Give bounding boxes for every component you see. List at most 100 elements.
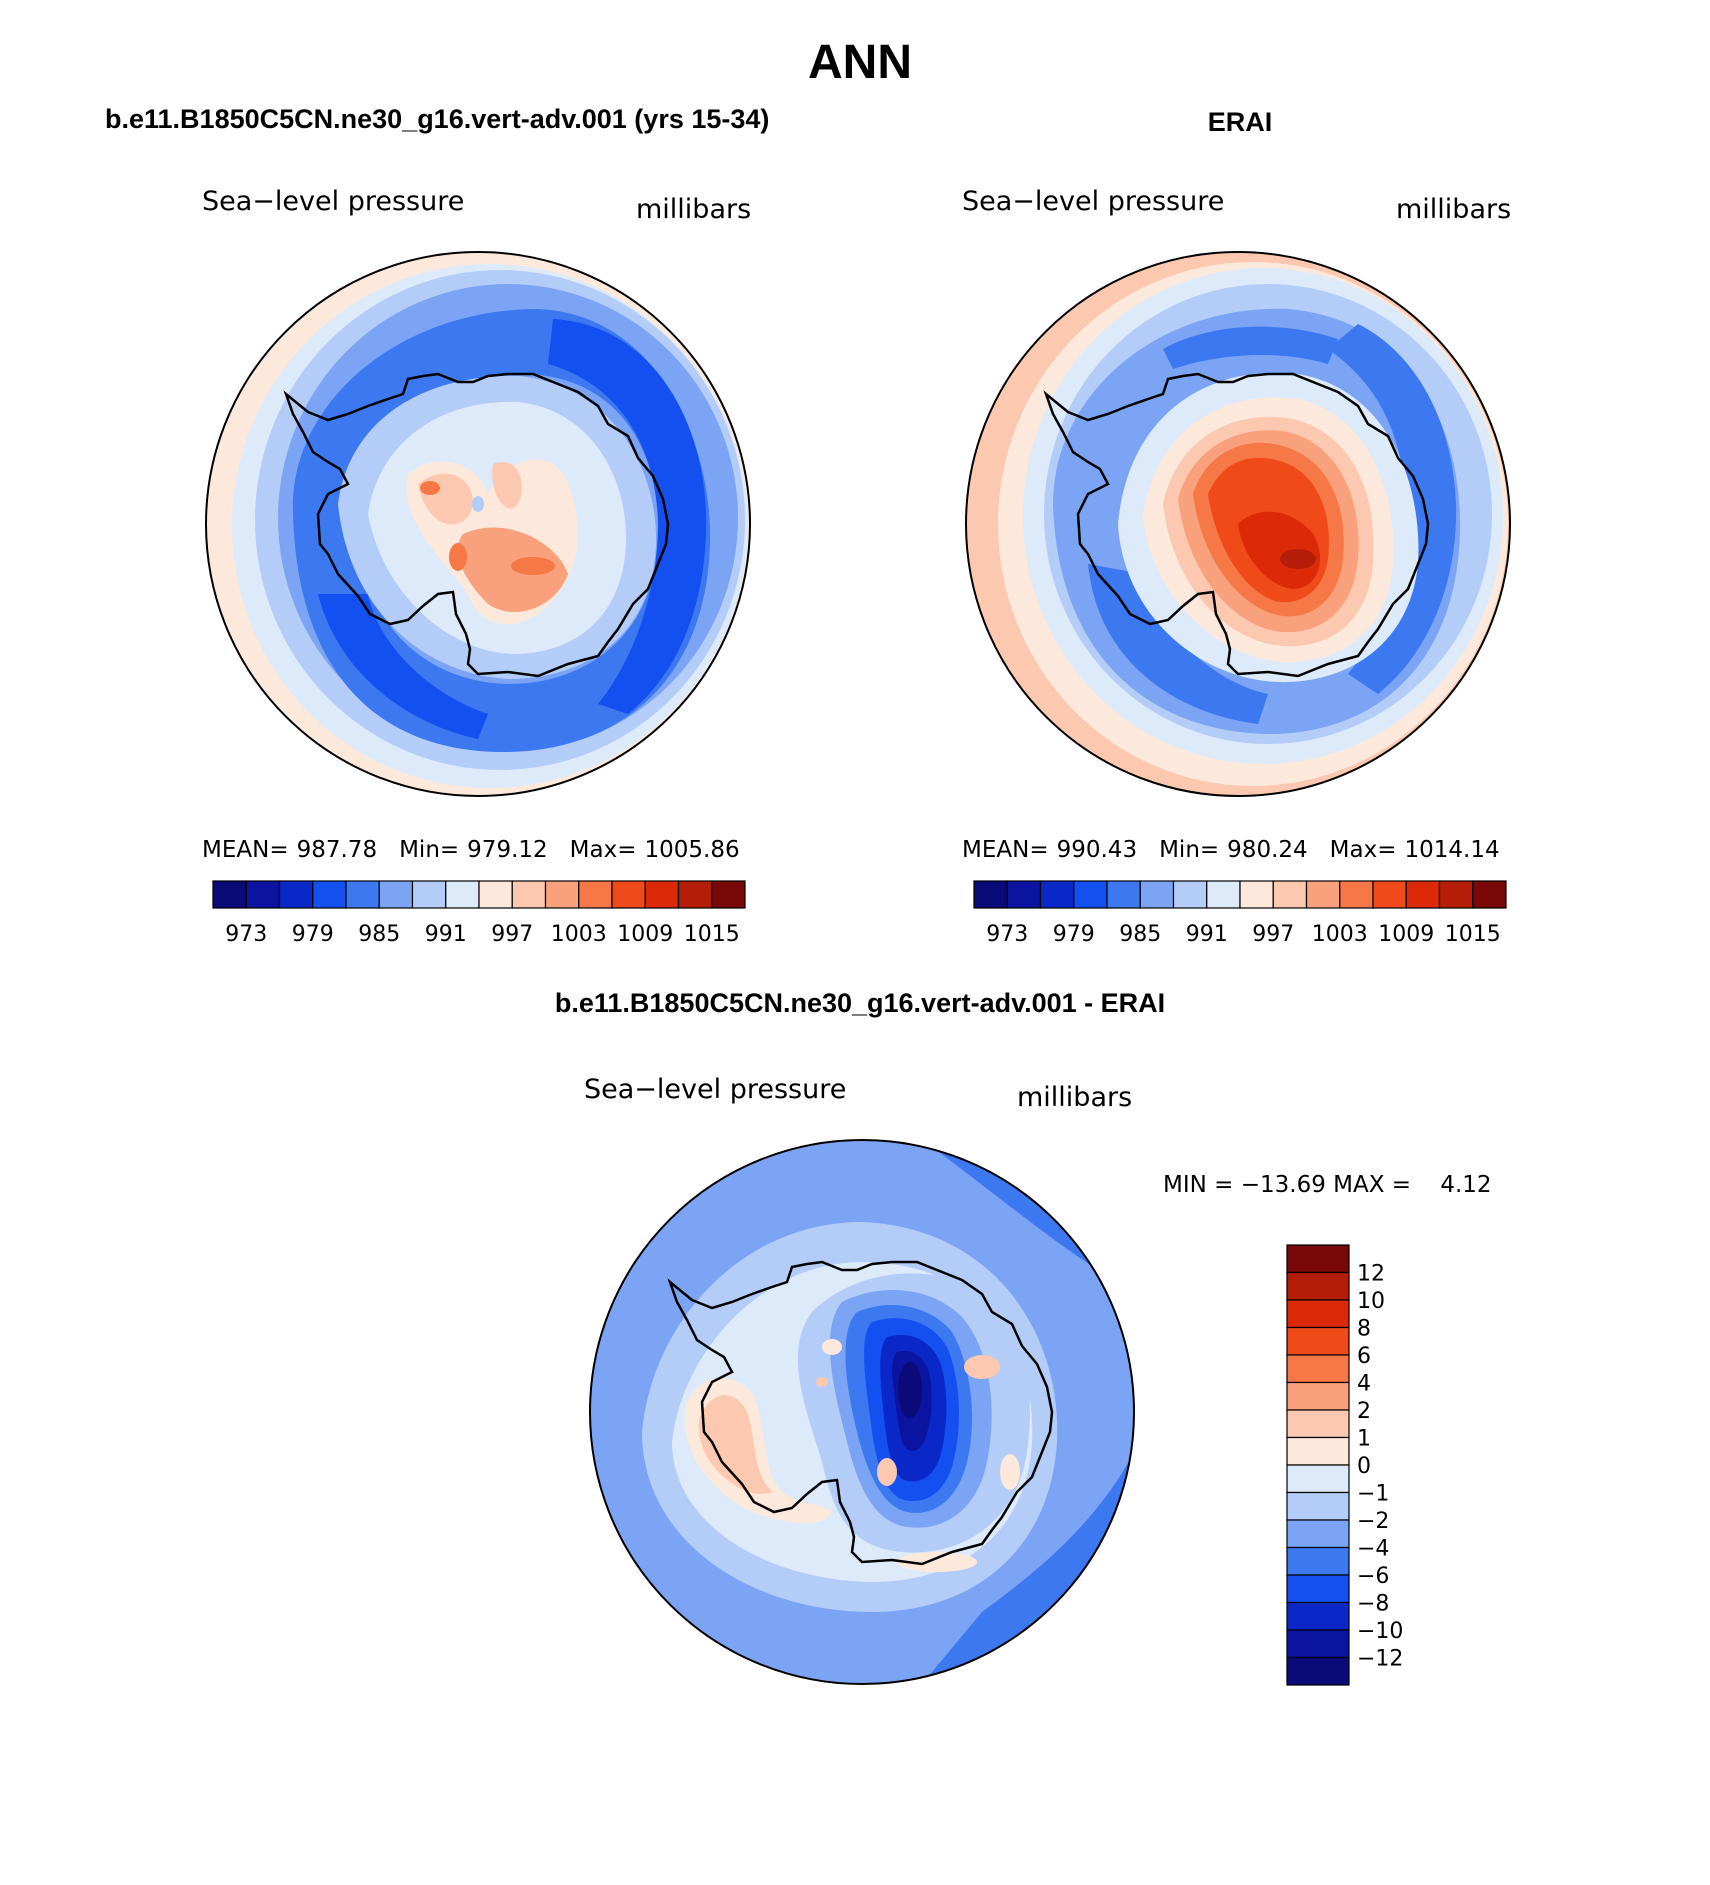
stat-min-label: Min= bbox=[1159, 837, 1219, 863]
colorbar-erai-swatch bbox=[1472, 880, 1507, 909]
colorbar-erai-tick-label: 1015 bbox=[1445, 922, 1501, 947]
colorbar-diff-tick-label: −1 bbox=[1357, 1482, 1389, 1507]
stat-max-label: Max= bbox=[570, 837, 637, 863]
stat-max-value: 1014.14 bbox=[1404, 837, 1499, 863]
colorbar-diff-tick-label: −12 bbox=[1357, 1647, 1403, 1672]
stats-model: MEAN= 987.78 Min= 979.12 Max= 1005.86 bbox=[202, 837, 740, 863]
colorbar-model-swatch bbox=[345, 880, 380, 909]
colorbar-model-tick-label: 1003 bbox=[551, 922, 607, 947]
colorbar-diff-swatch bbox=[1286, 1601, 1350, 1631]
stats-erai: MEAN= 990.43 Min= 980.24 Max= 1014.14 bbox=[962, 837, 1500, 863]
colorbar-diff-tick-label: −8 bbox=[1357, 1592, 1389, 1617]
colorbar-erai-swatch bbox=[1438, 880, 1474, 909]
stat-min-label: Min= bbox=[399, 837, 459, 863]
colorbar-model-tick-label: 973 bbox=[225, 922, 267, 947]
colorbar-diff-swatch bbox=[1286, 1491, 1350, 1521]
colorbar-model-swatch bbox=[578, 880, 613, 909]
colorbar-model-swatch bbox=[711, 880, 746, 909]
colorbar-erai-swatch bbox=[1372, 880, 1407, 909]
colorbar-model-swatch bbox=[511, 880, 547, 909]
colorbar-model-swatch bbox=[378, 880, 414, 909]
colorbar-model-swatch bbox=[411, 880, 447, 909]
colorbar-model-swatch bbox=[544, 880, 580, 909]
panel-diff-title: b.e11.B1850C5CN.ne30_g16.vert-adv.001 - … bbox=[555, 988, 1165, 1018]
stat-mean-value: 990.43 bbox=[1057, 837, 1137, 863]
colorbar-model-swatch bbox=[611, 880, 646, 909]
stat-min-value: 980.24 bbox=[1227, 837, 1307, 863]
colorbar-model-swatch bbox=[212, 880, 247, 909]
stat-mean-label: MEAN= bbox=[202, 837, 289, 863]
colorbar-model-swatch bbox=[278, 880, 314, 909]
panel-model-units: millibars bbox=[636, 194, 751, 225]
panel-erai-title: ERAI bbox=[1208, 107, 1273, 137]
colorbar-model-tick-label: 991 bbox=[425, 922, 467, 947]
colorbar-erai-swatch bbox=[1172, 880, 1208, 909]
colorbar-diff-swatch bbox=[1286, 1299, 1350, 1329]
colorbar-model-tick-label: 997 bbox=[491, 922, 533, 947]
colorbar-diff-swatch bbox=[1286, 1326, 1350, 1356]
colorbar-erai-swatch bbox=[1305, 880, 1341, 909]
colorbar-diff-tick-label: 6 bbox=[1357, 1344, 1371, 1369]
colorbar-model-tick-label: 985 bbox=[358, 922, 400, 947]
colorbar-diff-swatch bbox=[1286, 1656, 1350, 1686]
colorbar-model-swatch bbox=[445, 880, 480, 909]
map-diff bbox=[589, 1139, 1135, 1685]
colorbar-diff-swatch bbox=[1286, 1271, 1350, 1301]
colorbar-erai-swatch bbox=[1073, 880, 1108, 909]
colorbar-diff-swatch bbox=[1286, 1546, 1350, 1576]
panel-erai: ERAI Sea−level pressure millibars bbox=[962, 107, 1511, 947]
colorbar-model-swatch bbox=[478, 880, 513, 909]
colorbar-erai-tick-label: 1009 bbox=[1378, 922, 1434, 947]
colorbar-model-swatch bbox=[312, 880, 347, 909]
panel-diff: b.e11.B1850C5CN.ne30_g16.vert-adv.001 - … bbox=[555, 988, 1492, 1686]
colorbar-erai-swatch bbox=[1272, 880, 1308, 909]
colorbar-diff-tick-label: 2 bbox=[1357, 1399, 1371, 1424]
stat-mean-value: 987.78 bbox=[297, 837, 377, 863]
colorbar-diff-swatch bbox=[1286, 1436, 1350, 1466]
panel-model: b.e11.B1850C5CN.ne30_g16.vert-adv.001 (y… bbox=[105, 104, 769, 947]
panel-diff-units: millibars bbox=[1017, 1082, 1132, 1113]
colorbar-diff-swatch bbox=[1286, 1244, 1350, 1274]
stat-max-value: 1005.86 bbox=[644, 837, 739, 863]
colorbar-model-tick-label: 1009 bbox=[617, 922, 673, 947]
colorbar-diff-tick-label: 1 bbox=[1357, 1427, 1371, 1452]
colorbar-erai-tick-label: 991 bbox=[1186, 922, 1228, 947]
colorbar-diff-swatch bbox=[1286, 1409, 1350, 1439]
colorbar-diff-tick-label: 10 bbox=[1357, 1289, 1385, 1314]
figure-title: ANN bbox=[808, 36, 912, 89]
colorbar-diff-swatch bbox=[1286, 1519, 1350, 1549]
colorbar-diff-swatch bbox=[1286, 1464, 1350, 1494]
panel-erai-variable: Sea−level pressure bbox=[962, 186, 1224, 217]
colorbar-erai-swatch bbox=[1106, 880, 1141, 909]
panel-diff-variable: Sea−level pressure bbox=[584, 1074, 846, 1105]
colorbar-erai-swatch bbox=[1039, 880, 1075, 909]
colorbar-diff-swatch bbox=[1286, 1381, 1350, 1411]
colorbar-erai-tick-label: 1003 bbox=[1312, 922, 1368, 947]
colorbar-diff-tick-label: −10 bbox=[1357, 1619, 1403, 1644]
colorbar-diff-tick-label: −4 bbox=[1357, 1537, 1389, 1562]
colorbar-diff-tick-label: 12 bbox=[1357, 1262, 1385, 1287]
colorbar-diff-swatch bbox=[1286, 1629, 1350, 1659]
colorbar-diff-swatch bbox=[1286, 1354, 1350, 1384]
colorbar-erai-swatch bbox=[1405, 880, 1441, 909]
colorbar-erai-swatch bbox=[973, 880, 1008, 909]
colorbar-model-swatch bbox=[644, 880, 680, 909]
colorbar-erai-swatch bbox=[1139, 880, 1175, 909]
stat-mean-label: MEAN= bbox=[962, 837, 1049, 863]
colorbar-model: 973 979 985 991 997 1003 1009 1015 bbox=[212, 880, 746, 947]
map-erai bbox=[965, 251, 1511, 797]
panel-model-variable: Sea−level pressure bbox=[202, 186, 464, 217]
colorbar-diff-tick-label: −2 bbox=[1357, 1509, 1389, 1534]
colorbar-model-swatch bbox=[677, 880, 713, 909]
map-model bbox=[205, 251, 751, 797]
panel-model-title: b.e11.B1850C5CN.ne30_g16.vert-adv.001 (y… bbox=[105, 104, 769, 134]
colorbar-erai-swatch bbox=[1206, 880, 1241, 909]
stat-max-label: Max= bbox=[1330, 837, 1397, 863]
colorbar-diff-tick-label: 8 bbox=[1357, 1317, 1371, 1342]
colorbar-diff-tick-label: −6 bbox=[1357, 1564, 1389, 1589]
colorbar-model-tick-label: 1015 bbox=[684, 922, 740, 947]
colorbar-erai-swatch bbox=[1006, 880, 1042, 909]
